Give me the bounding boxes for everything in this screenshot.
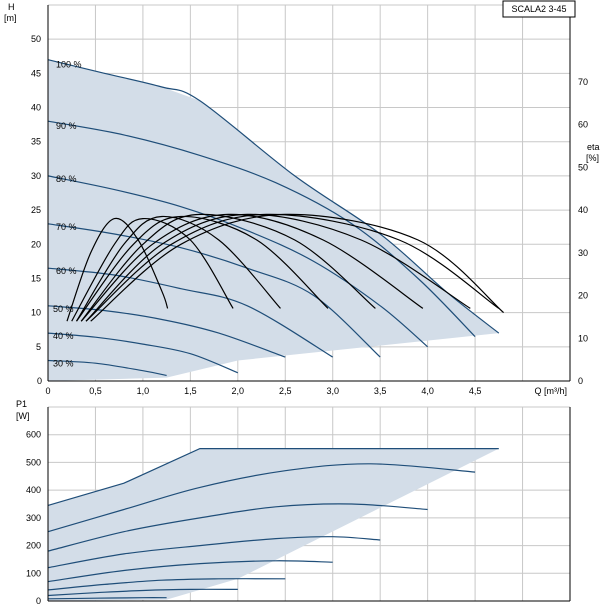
- y-tick-label: 15: [31, 273, 41, 283]
- speed-curve-60: [47, 267, 334, 358]
- y-tick-label: 25: [31, 205, 41, 215]
- y-axis-unit: [m]: [4, 13, 17, 23]
- head-efficiency-panel: 100 % 90 % 80 % 70 % 60 % 50 % 40 % 30 % 5 10 15 20…: [4, 0, 600, 396]
- y-tick-label: 5: [36, 342, 41, 352]
- x-axis-title: Q [m³/h]: [534, 386, 567, 396]
- efficiency-curve: [80, 213, 424, 322]
- speed-curve-80: [47, 175, 428, 348]
- x-tick-label: 4,5: [469, 386, 482, 396]
- x-tick-label: 3,5: [374, 386, 387, 396]
- speed-curve-label: 90 %: [56, 121, 77, 131]
- speed-curve-label: 80 %: [56, 174, 77, 184]
- y-tick-label: 400: [26, 485, 41, 495]
- speed-curve-40: [47, 332, 239, 374]
- speed-curve-70: [47, 223, 381, 358]
- efficiency-curve: [90, 213, 504, 322]
- power-curve: [47, 503, 428, 552]
- y-tick-label: 600: [26, 430, 41, 440]
- x-tick-label: 4,0: [421, 386, 434, 396]
- speed-curve-label: 30 %: [53, 358, 74, 368]
- y-tick-label: 40: [31, 103, 41, 113]
- x-tick-label: 2,5: [279, 386, 292, 396]
- efficiency-curve: [85, 213, 500, 322]
- y-axis-title: P1: [16, 399, 27, 409]
- y-tick-label: 50: [31, 34, 41, 44]
- efficiency-curve: [75, 215, 281, 322]
- x-tick-label: 1,5: [184, 386, 197, 396]
- y-axis-title: H: [8, 2, 15, 12]
- efficiency-curve: [85, 213, 471, 322]
- speed-curve-90: [47, 120, 476, 338]
- efficiency-curve: [76, 215, 329, 322]
- y2-tick-label: 30: [578, 248, 588, 258]
- speed-curve-label: 70 %: [56, 222, 77, 232]
- y2-tick-label: 40: [578, 205, 588, 215]
- y-tick-label: 200: [26, 541, 41, 551]
- speed-curve-30: [47, 359, 167, 377]
- y-tick-label: 20: [31, 239, 41, 249]
- y2-tick-label: 10: [578, 333, 588, 343]
- power-curve: [47, 448, 499, 506]
- speed-curve-label: 60 %: [56, 266, 77, 276]
- power-curve: [47, 536, 381, 569]
- speed-curve-label: 40 %: [53, 331, 74, 341]
- y-tick-label: 30: [31, 171, 41, 181]
- y-tick-label: 100: [26, 568, 41, 578]
- power-panel: 0 100 200 300 400 500 600 P1 [W]: [16, 399, 571, 606]
- y-tick-label: 500: [26, 457, 41, 467]
- y-tick-label: 0: [36, 596, 41, 606]
- y2-tick-label: 0: [578, 376, 583, 386]
- y-tick-label: 0: [37, 376, 42, 386]
- speed-curve-100: [47, 59, 500, 334]
- model-label: SCALA2 3-45: [511, 4, 566, 14]
- efficiency-curve: [71, 217, 234, 322]
- power-curve: [47, 578, 286, 591]
- model-label-box: [502, 0, 576, 18]
- y2-tick-label: 20: [578, 291, 588, 301]
- y2-tick-label: 70: [578, 77, 588, 87]
- power-range-area: [48, 448, 499, 601]
- power-curve: [47, 597, 167, 600]
- y-tick-label: 300: [26, 513, 41, 523]
- efficiency-curve: [80, 213, 376, 322]
- speed-curve-50: [47, 305, 286, 358]
- y2-axis-unit: [%]: [586, 153, 599, 163]
- power-curve: [47, 588, 238, 597]
- y2-tick-label: 60: [578, 120, 588, 130]
- x-tick-label: 1,0: [137, 386, 150, 396]
- y2-axis-title: eta: [587, 142, 600, 152]
- x-tick-label: 3,0: [326, 386, 339, 396]
- power-curve: [47, 560, 333, 583]
- y2-tick-label: 50: [578, 162, 588, 172]
- efficiency-curve: [66, 217, 169, 322]
- power-curve: [47, 463, 476, 533]
- y-tick-label: 10: [31, 308, 41, 318]
- y-tick-label: 45: [31, 68, 41, 78]
- y-axis-unit: [W]: [16, 411, 30, 421]
- x-tick-label: 0: [45, 386, 50, 396]
- x-tick-label: 2,0: [232, 386, 245, 396]
- y-tick-label: 35: [31, 137, 41, 147]
- speed-curve-label: 100 %: [56, 60, 82, 70]
- x-tick-label: 0,5: [89, 386, 102, 396]
- speed-curve-label: 50 %: [53, 304, 74, 314]
